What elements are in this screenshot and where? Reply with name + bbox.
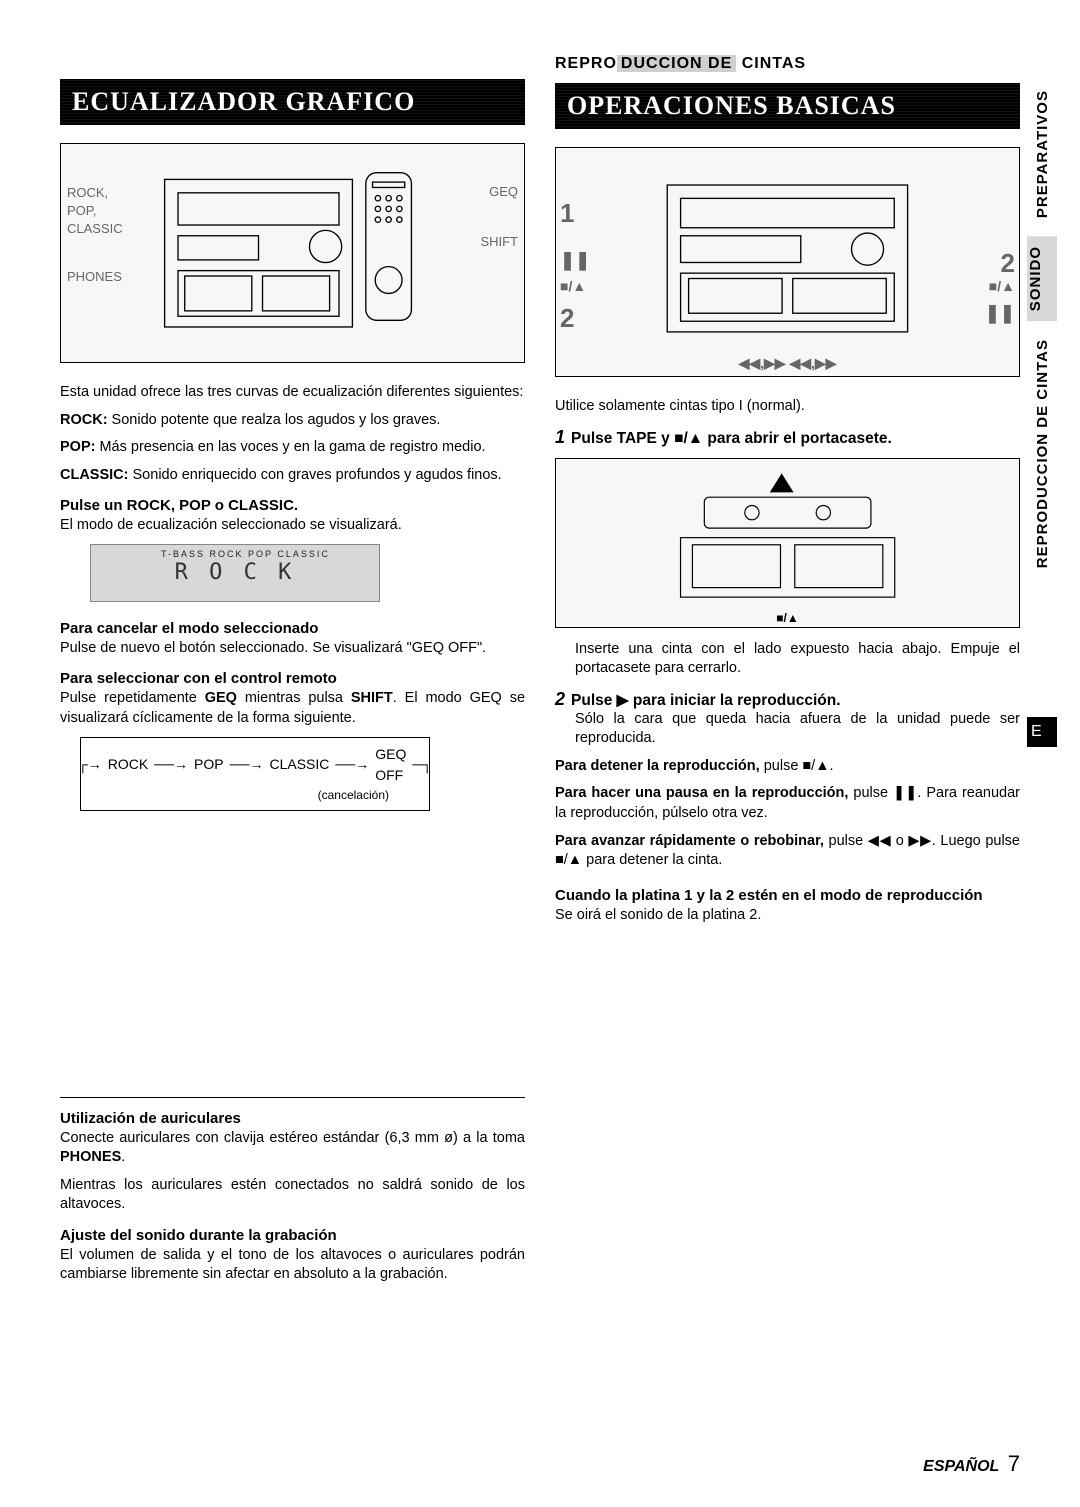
soundadj-text: El volumen de salida y el tono de los al… [60,1246,525,1285]
cycle-diagram: ┌→ ROCK──→ POP──→ CLASSIC──→ GEQ OFF ─┐ … [80,737,430,811]
cycle-rock: ROCK [108,754,148,775]
label-classic: CLASSIC [67,221,123,236]
pulse-heading: Pulse un ROCK, POP o CLASSIC. [60,497,525,514]
tape-intro: Utilice solamente cintas tipo I (normal)… [555,397,1020,417]
callout-stop-right: ■/▲ [989,278,1015,294]
step-1-text: Pulse TAPE y ■/▲ para abrir el portacase… [571,430,892,447]
both-decks-text: Se oirá el sonido de la platina 2. [555,906,1020,926]
step-2-text: Pulse ▶ para iniciar la reproducción. [571,692,840,709]
page-category: REPRODUCCION DE CINTAS [555,55,1020,73]
column-left: ECUALIZADOR GRAFICO ROCK, POP, CLASSIC P… [60,55,525,1293]
eq-pop-txt: Más presencia en las voces y en la gama … [95,439,485,455]
step-2-num: 2 [555,689,565,709]
eq-rock-txt: Sonido potente que realza los agudos y l… [108,412,441,428]
cycle-classic: CLASSIC [269,754,329,775]
soundadj-heading: Ajuste del sonido durante la grabación [60,1227,525,1244]
cycle-pop: POP [194,754,224,775]
title-operaciones: OPERACIONES BASICAS [555,83,1020,129]
tab-preparativos: PREPARATIVOS [1034,80,1051,228]
side-tab-column: PREPARATIVOS SONIDO REPRODUCCION DE CINT… [1024,80,1060,747]
step-1-num: 1 [555,427,565,447]
eq-rock-lbl: ROCK: [60,412,108,428]
callout-pause-left: ❚❚ [560,250,590,271]
callout-1: 1 [560,198,574,229]
eq-pop: POP: Más presencia en las voces y en la … [60,438,525,458]
page-footer: ESPAÑOL 7 [923,1451,1020,1477]
callout-2-right: 2 [1001,248,1015,279]
eq-pop-lbl: POP: [60,439,95,455]
footer-lang: ESPAÑOL [923,1458,999,1475]
remote-text: Pulse repetidamente GEQ mientras pulsa S… [60,689,525,728]
diagram-stop-label: ■/▲ [556,611,1019,625]
page-columns: ECUALIZADOR GRAFICO ROCK, POP, CLASSIC P… [60,55,1020,1293]
diagram-tape-unit: 1 ❚❚ 2 ■/▲ ■/▲ 2 ❚❚ ◀◀,▶▶ ◀◀,▶▶ [555,147,1020,377]
para-stop: Para detener la reproducción, pulse ■/▲. [555,757,1020,777]
cycle-geqoff: GEQ OFF [375,744,406,786]
tab-sonido: SONIDO [1027,236,1057,321]
headphones-heading: Utilización de auriculares [60,1110,525,1127]
label-geq: GEQ [489,184,518,199]
cycle-note: (cancelación) [91,786,419,804]
diagram-equalizer-unit: ROCK, POP, CLASSIC PHONES GEQ SHIFT [60,143,525,363]
step-2: 2 Pulse ▶ para iniciar la reproducción. [555,689,1020,710]
stereo-illustration-2 [630,169,945,356]
label-rock: ROCK, [67,185,108,200]
eq-classic-txt: Sonido enriquecido con graves profundos … [128,467,501,483]
pulse-text: El modo de ecualización seleccionado se … [60,516,525,536]
para-pause: Para hacer una pausa en la reproducción,… [555,784,1020,823]
callout-stop-left: ■/▲ [560,278,586,294]
tab-cintas: REPRODUCCION DE CINTAS [1034,329,1051,578]
tab-language-e: E [1027,717,1057,747]
label-phones: PHONES [67,269,122,284]
headphones-text-2: Mientras los auriculares estén conectado… [60,1176,525,1215]
step-2-after: Sólo la cara que queda hacia afuera de l… [575,710,1020,749]
diagram-cassette-insert: ■/▲ [555,458,1020,628]
both-decks-heading: Cuando la platina 1 y la 2 estén en el m… [555,887,1020,904]
label-shift: SHIFT [480,234,518,249]
headphones-text-1: Conecte auriculares con clavija estéreo … [60,1129,525,1168]
cancel-heading: Para cancelar el modo seleccionado [60,620,525,637]
eq-classic: CLASSIC: Sonido enriquecido con graves p… [60,466,525,486]
step-1-after: Inserte una cinta con el lado expuesto h… [575,640,1020,679]
stereo-illustration [130,166,454,340]
eq-rock: ROCK: Sonido potente que realza los agud… [60,411,525,431]
remote-heading: Para seleccionar con el control remoto [60,670,525,687]
lcd-display: T-BASS ROCK POP CLASSIC R O C K [90,544,380,602]
eq-classic-lbl: CLASSIC: [60,467,128,483]
callout-2-left: 2 [560,303,574,334]
divider [60,1097,525,1098]
cancel-text: Pulse de nuevo el botón seleccionado. Se… [60,639,525,659]
callout-ffrew: ◀◀,▶▶ ◀◀,▶▶ [556,355,1019,372]
lcd-top-labels: T-BASS ROCK POP CLASSIC [161,549,330,559]
eq-intro: Esta unidad ofrece las tres curvas de ec… [60,383,525,403]
step-1: 1 Pulse TAPE y ■/▲ para abrir el portacas… [555,427,1020,448]
title-ecualizador: ECUALIZADOR GRAFICO [60,79,525,125]
callout-pause-right: ❚❚ [985,303,1015,324]
column-right: REPRODUCCION DE CINTAS OPERACIONES BASIC… [555,55,1020,1293]
diagram-eq-labels-left: ROCK, POP, CLASSIC [67,184,123,239]
para-ffrew: Para avanzar rápidamente o rebobinar, pu… [555,832,1020,871]
label-pop: POP, [67,203,96,218]
lcd-mode-text: R O C K [175,560,296,585]
footer-page-num: 7 [1008,1451,1020,1476]
cassette-illustration [614,471,961,614]
